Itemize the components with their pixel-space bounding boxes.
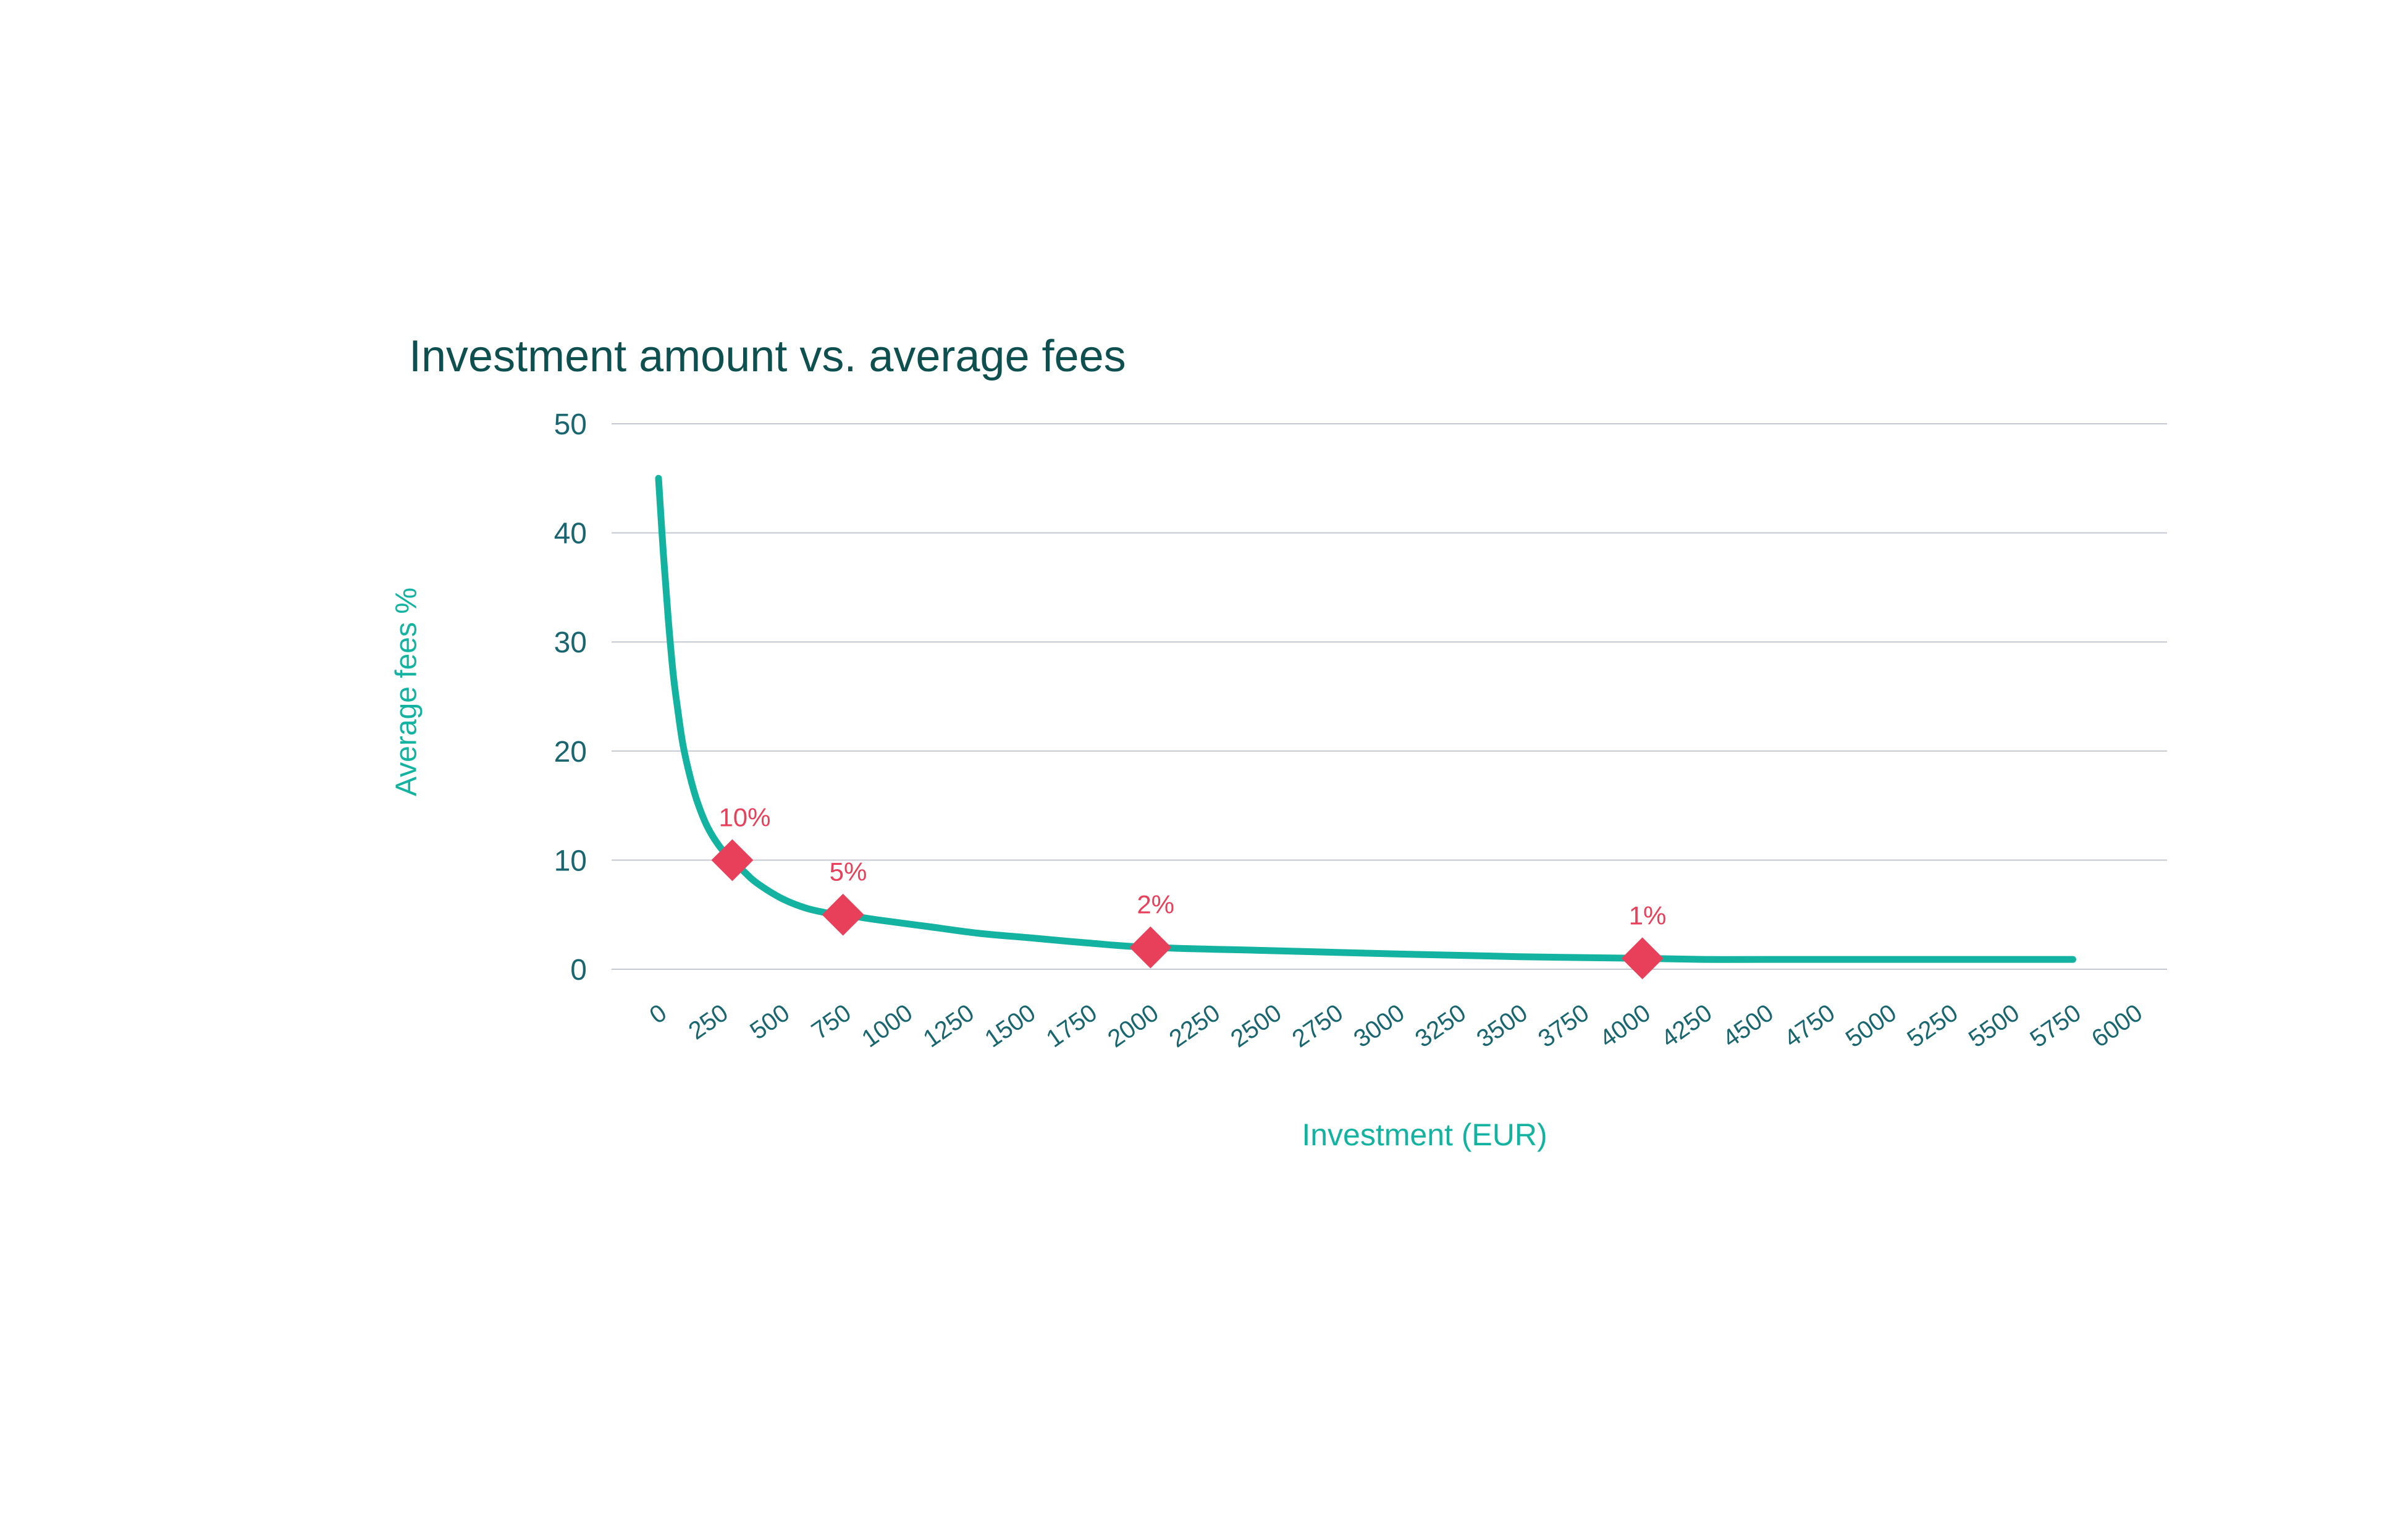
x-tick-label: 3750 [1533, 999, 1594, 1053]
x-tick-label: 1250 [919, 999, 979, 1053]
x-tick-label: 4000 [1595, 999, 1656, 1053]
y-tick-label: 40 [554, 518, 587, 550]
x-tick-label: 4250 [1656, 999, 1717, 1053]
x-tick-label: 750 [807, 999, 856, 1045]
series-line [655, 474, 2076, 963]
x-tick-label: 5500 [1964, 999, 2024, 1053]
marker-label: 2% [1137, 890, 1174, 919]
x-tick-label: 2000 [1103, 999, 1163, 1053]
x-tick-label: 1000 [857, 999, 917, 1053]
y-tick-label: 20 [554, 736, 587, 768]
marker-label: 5% [830, 857, 867, 886]
x-tick-label: 4750 [1779, 999, 1840, 1053]
x-tick-label: 250 [684, 999, 733, 1045]
x-axis-label: Investment (EUR) [1302, 1117, 1547, 1152]
x-tick-label: 3500 [1472, 999, 1533, 1053]
x-tick-label: 6000 [2087, 999, 2147, 1053]
marker-label: 10% [718, 802, 770, 831]
x-tick-label: 5750 [2025, 999, 2086, 1053]
marker-1pct [1621, 937, 1664, 980]
marker-label: 1% [1629, 901, 1667, 930]
marker-10pct [711, 839, 754, 882]
x-tick-label: 4500 [1718, 999, 1779, 1053]
x-tick-label: 5000 [1841, 999, 1901, 1053]
x-tick-label: 3000 [1349, 999, 1410, 1053]
x-tick-label: 2250 [1164, 999, 1225, 1053]
x-tick-label: 0 [645, 999, 671, 1029]
x-tick-label: 2500 [1226, 999, 1286, 1053]
y-tick-label: 50 [554, 408, 587, 441]
x-tick-label: 500 [745, 999, 794, 1045]
x-tick-label: 2750 [1287, 999, 1348, 1053]
marker-2pct [1129, 926, 1172, 969]
y-tick-label: 10 [554, 844, 587, 877]
y-tick-label: 0 [570, 954, 587, 987]
x-tick-label: 3250 [1410, 999, 1471, 1053]
y-tick-label: 30 [554, 626, 587, 659]
marker-5pct [822, 893, 864, 936]
chart-title: Investment amount vs. average fees [409, 332, 1126, 381]
x-tick-label: 5250 [1902, 999, 1963, 1053]
x-tick-label: 1500 [980, 999, 1040, 1053]
x-tick-label: 1750 [1042, 999, 1102, 1053]
